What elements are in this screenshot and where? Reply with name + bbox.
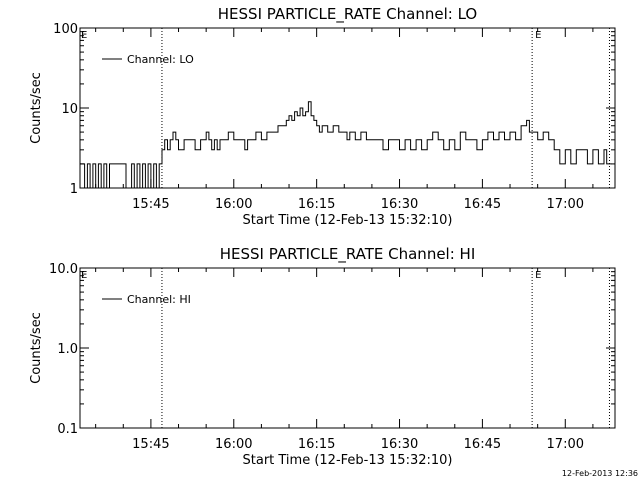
x-tick-label: 17:00 (547, 437, 584, 452)
plot-channel-lo: HESSI PARTICLE_RATE Channel: LO 1 10 100 15:… (29, 5, 616, 228)
y-tick-label: 10.0 (49, 262, 78, 277)
x-tick-label: 16:45 (464, 197, 501, 212)
y-tick-label: 1.0 (57, 342, 78, 357)
x-tick-label: 16:15 (298, 197, 335, 212)
plot-channel-hi: HESSI PARTICLE_RATE Channel: HI 0.1 1.0 10.… (29, 245, 616, 468)
y-tick-label: 0.1 (57, 422, 78, 437)
y-tick-label: 1 (70, 182, 78, 197)
x-axis-label: Start Time (12-Feb-13 15:32:10) (243, 213, 453, 228)
x-axis-label: Start Time (12-Feb-13 15:32:10) (243, 453, 453, 468)
x-tick-label: 16:30 (381, 197, 418, 212)
y-axis-label: Counts/sec (29, 312, 44, 384)
corner-label: E (81, 270, 87, 281)
plot-frame (79, 267, 616, 429)
legend-label: Channel: HI (127, 293, 191, 306)
x-tick-label: 16:00 (215, 437, 252, 452)
marker-label: E (535, 270, 541, 281)
footer-timestamp: 12-Feb-2013 12:36 (562, 469, 638, 478)
marker-label: E (535, 30, 541, 41)
chart-title: HESSI PARTICLE_RATE Channel: HI (220, 245, 476, 264)
x-tick-label: 16:45 (464, 437, 501, 452)
corner-label: E (81, 30, 87, 41)
y-tick-label: 10 (61, 102, 78, 117)
legend-label: Channel: LO (127, 53, 194, 66)
x-tick-label: 16:00 (215, 197, 252, 212)
series-line (80, 101, 612, 189)
x-tick-label: 17:00 (547, 197, 584, 212)
x-tick-label: 16:30 (381, 437, 418, 452)
x-tick-label: 15:45 (132, 437, 169, 452)
y-axis-label: Counts/sec (29, 72, 44, 144)
x-tick-label: 16:15 (298, 437, 335, 452)
chart-title: HESSI PARTICLE_RATE Channel: LO (218, 5, 477, 24)
x-tick-label: 15:45 (132, 197, 169, 212)
y-tick-label: 100 (53, 22, 78, 37)
